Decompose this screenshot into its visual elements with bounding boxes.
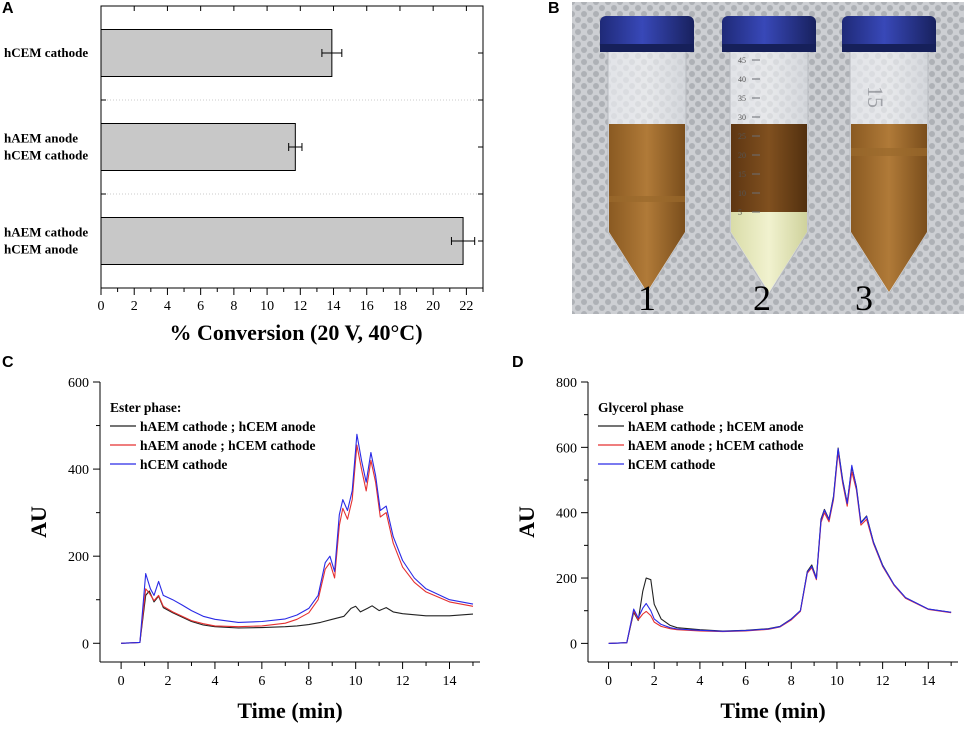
chart-d-x-tick-label: 6 (742, 674, 749, 689)
chart-d-y-tick-label: 200 (556, 572, 577, 587)
chart-d-legend-label: hAEM anode ; hCEM cathode (628, 438, 804, 453)
chart-a-x-tick-label: 16 (360, 299, 374, 314)
chart-d-x-axis-title: Time (min) (720, 698, 825, 723)
chart-d-series-line (608, 448, 952, 644)
tube-3: 15 (842, 16, 936, 295)
panel-letter-a: A (2, 0, 14, 17)
chart-a-x-tick-label: 12 (293, 299, 307, 314)
chart-d-series-line (608, 451, 952, 644)
tube-2-scale-label: 10 (738, 189, 746, 198)
chart-d-legend-title: Glycerol phase (598, 400, 684, 415)
chart-a-bar (100, 217, 464, 265)
chart-a-category-label: hCEM cathode (4, 45, 88, 60)
chart-d-series-line (608, 447, 952, 644)
chart-d-x-tick-label: 14 (921, 674, 935, 689)
tube-2-scale-label: 25 (738, 132, 746, 141)
panel-letter-d: D (512, 354, 524, 371)
chart-a-bar (100, 123, 296, 171)
chart-c-series-line (121, 433, 474, 644)
chart-c-x-axis-title: Time (min) (237, 698, 342, 723)
tube-2-scale-label: 35 (738, 94, 746, 103)
chart-d-x-tick-label: 0 (605, 674, 612, 689)
chart-c-x-tick-label: 8 (305, 674, 312, 689)
chart-d-x-tick-label: 12 (876, 674, 890, 689)
chart-a-x-tick-label: 2 (131, 299, 138, 314)
chart-a-x-tick-label: 6 (197, 299, 204, 314)
chart-a-category-label: hCEM anode (4, 242, 78, 257)
chart-d-x-tick-label: 2 (651, 674, 658, 689)
chart-c-y-tick-label: 600 (68, 376, 89, 391)
chart-c-x-tick-label: 10 (349, 674, 363, 689)
chart-c-x-tick-label: 0 (118, 674, 125, 689)
chart-d-legend-label: hAEM cathode ; hCEM anode (628, 419, 804, 434)
chart-a-x-tick-label: 18 (393, 299, 407, 314)
tube-number-3: 3 (855, 278, 873, 314)
tube-photo: 45 40 35 30 25 20 15 10 5 15 1 2 3 (572, 2, 964, 314)
panel-letter-c: C (2, 354, 14, 371)
tube-2-scale-label: 30 (738, 113, 746, 122)
chart-d-x-tick-label: 8 (788, 674, 795, 689)
chart-a-x-tick-label: 8 (230, 299, 237, 314)
chart-d-y-tick-label: 800 (556, 376, 577, 391)
chart-a-x-tick-label: 0 (98, 299, 105, 314)
tube-number-1: 1 (638, 278, 656, 314)
chart-c-x-tick-label: 4 (211, 674, 218, 689)
chart-a-x-axis-title: % Conversion (20 V, 40°C) (169, 320, 422, 345)
chart-c-y-tick-label: 200 (68, 550, 89, 565)
chart-c-legend-label: hAEM cathode ; hCEM anode (140, 419, 316, 434)
chart-c-legend-label: hAEM anode ; hCEM cathode (140, 438, 316, 453)
chart-d-y-axis-title: AU (514, 506, 539, 538)
chart-a-x-tick-label: 22 (459, 299, 473, 314)
chart-a-category-label: hAEM anode (4, 131, 78, 146)
chart-a-x-tick-label: 10 (260, 299, 274, 314)
tube-2-scale-label: 45 (738, 56, 746, 65)
panel-letter-b: B (548, 0, 560, 17)
chart-d-x-tick-label: 4 (696, 674, 703, 689)
tube-2-scale-label: 15 (738, 170, 746, 179)
chart-c-x-tick-label: 2 (165, 674, 172, 689)
tube-2-scale-label: 40 (738, 75, 746, 84)
chart-a-x-tick-label: 14 (327, 299, 341, 314)
tube-photo-drawing: 45 40 35 30 25 20 15 10 5 15 1 2 3 (572, 2, 964, 314)
chart-c-y-axis-title: AU (26, 506, 51, 538)
tube-2: 45 40 35 30 25 20 15 10 5 (722, 16, 816, 295)
chart-c-x-tick-label: 6 (258, 674, 265, 689)
chart-c-legend-label: hCEM cathode (140, 457, 227, 472)
tube-2-scale-label: 20 (738, 151, 746, 160)
tube-3-printed-label: 15 (863, 86, 888, 108)
chart-d-x-tick-label: 10 (830, 674, 844, 689)
tube-2-scale-label: 5 (738, 208, 742, 217)
tube-1 (600, 16, 694, 295)
tube-number-2: 2 (753, 278, 771, 314)
chart-a-x-tick-label: 4 (164, 299, 171, 314)
chart-c-x-tick-label: 12 (396, 674, 410, 689)
chart-c-series-line (121, 444, 474, 644)
chart-c-y-tick-label: 400 (68, 463, 89, 478)
chart-c-legend-title: Ester phase: (110, 400, 181, 415)
chart-d-y-tick-label: 400 (556, 507, 577, 522)
chart-d-legend-label: hCEM cathode (628, 457, 715, 472)
chart-a-category-label: hCEM cathode (4, 148, 88, 163)
chart-a-x-tick-label: 20 (426, 299, 440, 314)
chart-c-x-tick-label: 14 (443, 674, 457, 689)
chart-d-y-tick-label: 0 (570, 637, 577, 652)
chart-a-category-label: hAEM cathode (4, 225, 88, 240)
chart-d-y-tick-label: 600 (556, 441, 577, 456)
chart-c-y-tick-label: 0 (82, 637, 89, 652)
